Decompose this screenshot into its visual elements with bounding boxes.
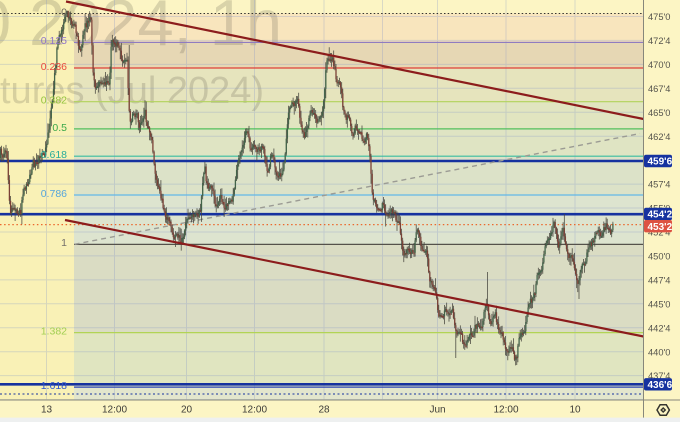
svg-text:1: 1 (61, 237, 67, 249)
svg-text:454'2: 454'2 (648, 210, 673, 221)
svg-text:0.382: 0.382 (41, 95, 67, 107)
svg-text:0.618: 0.618 (41, 149, 67, 161)
svg-text:440'0: 440'0 (648, 347, 670, 357)
svg-text:12:00: 12:00 (242, 405, 267, 416)
svg-text:459'6: 459'6 (648, 157, 673, 168)
svg-text:20: 20 (181, 405, 193, 416)
svg-text:12:00: 12:00 (493, 405, 518, 416)
svg-text:1.618: 1.618 (41, 380, 67, 392)
svg-text:tures (Jul 2024): tures (Jul 2024) (0, 70, 264, 112)
svg-text:442'4: 442'4 (648, 323, 670, 333)
svg-text:1.382: 1.382 (41, 325, 67, 337)
svg-text:465'0: 465'0 (648, 108, 670, 118)
svg-text:475'0: 475'0 (648, 12, 670, 22)
svg-text:10: 10 (569, 405, 581, 416)
svg-text:0: 0 (0, 0, 11, 59)
svg-text:453'2: 453'2 (648, 222, 673, 233)
svg-text:12:00: 12:00 (102, 405, 127, 416)
svg-text:Jun: Jun (429, 405, 445, 416)
svg-text:472'4: 472'4 (648, 36, 670, 46)
svg-text:457'4: 457'4 (648, 180, 670, 190)
svg-text:0.786: 0.786 (41, 188, 67, 200)
svg-text:470'0: 470'0 (648, 60, 670, 70)
svg-text:0.236: 0.236 (41, 61, 67, 73)
svg-text:0.125: 0.125 (41, 35, 67, 47)
svg-text:462'4: 462'4 (648, 132, 670, 142)
svg-text:447'4: 447'4 (648, 276, 670, 286)
svg-text:445'0: 445'0 (648, 299, 670, 309)
svg-text:13: 13 (41, 405, 53, 416)
svg-text:28: 28 (318, 405, 330, 416)
svg-text:436'6: 436'6 (648, 380, 673, 391)
svg-text:0.5: 0.5 (52, 122, 67, 134)
svg-text:450'0: 450'0 (648, 252, 670, 262)
svg-text:467'4: 467'4 (648, 84, 670, 94)
svg-text:0: 0 (61, 6, 67, 18)
